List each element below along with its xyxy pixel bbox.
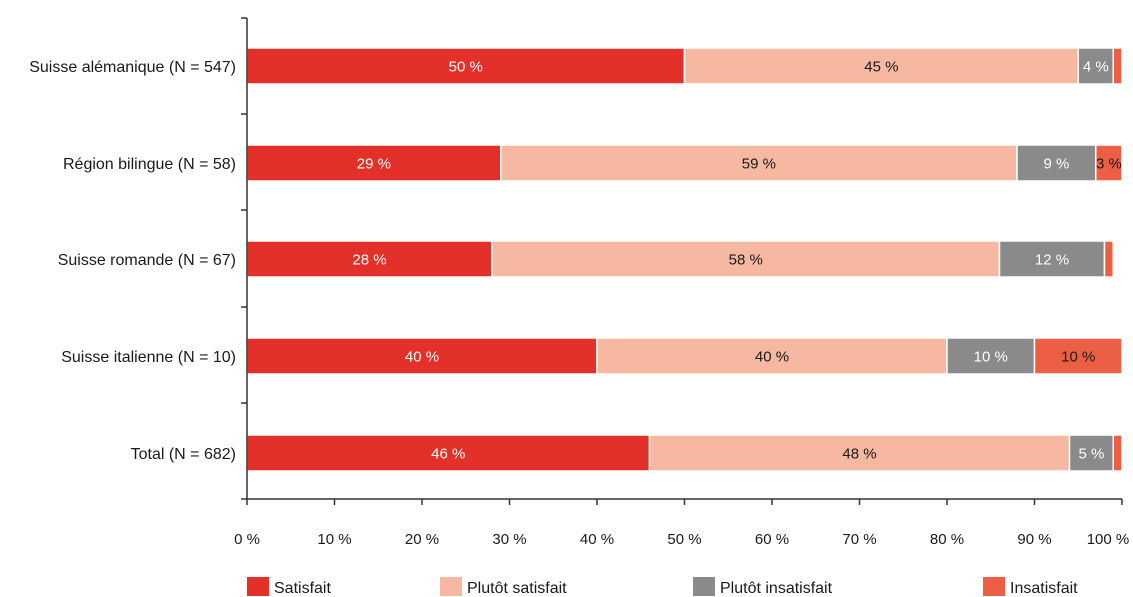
data-label: 45 %: [864, 59, 898, 76]
data-label: 3 %: [1096, 156, 1122, 173]
data-label: 50 %: [449, 59, 483, 76]
category-label: Région bilingue (N = 58): [63, 156, 236, 173]
data-label: 9 %: [1043, 156, 1069, 173]
bar-plutôt-satisfait-0: [683, 47, 1079, 85]
legend-label: Insatisfait: [1010, 580, 1078, 597]
x-tick-label: 100 %: [1087, 531, 1130, 548]
x-tick-label: 10 %: [317, 531, 351, 548]
data-label: 10 %: [974, 349, 1008, 366]
axes-layer: Suisse alémanique (N = 547) Région biling…: [29, 17, 1130, 548]
bar-plutôt-satisfait-1: [500, 144, 1018, 182]
x-tick-label: 20 %: [405, 531, 439, 548]
data-label: 40 %: [405, 349, 439, 366]
bar-insatisfait-2: [1103, 240, 1114, 278]
data-label: 46 %: [431, 446, 465, 463]
legend-label: Plutôt insatisfait: [720, 580, 833, 597]
x-tick-label: 50 %: [667, 531, 701, 548]
bar-insatisfait-0: [1112, 47, 1123, 85]
x-tick-label: 0 %: [234, 531, 260, 548]
bar-satisfait-0: [246, 47, 686, 85]
bar-plutôt-satisfait-3: [596, 337, 948, 375]
data-label: 59 %: [742, 156, 776, 173]
bar-insatisfait-3: [1033, 337, 1123, 375]
data-label: 28 %: [352, 252, 386, 269]
category-label: Suisse romande (N = 67): [58, 252, 236, 269]
category-label: Total (N = 682): [131, 446, 236, 463]
data-label: 5 %: [1078, 446, 1104, 463]
data-label: 40 %: [755, 349, 789, 366]
x-tick-label: 30 %: [492, 531, 526, 548]
bar-insatisfait-4: [1112, 434, 1123, 472]
legend-label: Satisfait: [274, 580, 331, 597]
category-label: Suisse italienne (N = 10): [61, 349, 236, 366]
x-tick-label: 40 %: [580, 531, 614, 548]
bar-plutôt-satisfait-4: [648, 434, 1071, 472]
legend-label: Plutôt satisfait: [467, 580, 567, 597]
legend-swatch: [440, 577, 462, 596]
bar-plutôt-insatisfait-3: [946, 337, 1036, 375]
x-tick-label: 60 %: [755, 531, 789, 548]
x-tick-label: 70 %: [842, 531, 876, 548]
data-label: 12 %: [1035, 252, 1069, 269]
bar-plutôt-insatisfait-4: [1068, 434, 1114, 472]
bar-plutôt-satisfait-2: [491, 240, 1001, 278]
data-label: 58 %: [729, 252, 763, 269]
data-label: 29 %: [357, 156, 391, 173]
x-tick-label: 80 %: [930, 531, 964, 548]
category-label: Suisse alémanique (N = 547): [29, 59, 236, 76]
data-label: 4 %: [1083, 59, 1109, 76]
bar-insatisfait-1: [1095, 144, 1123, 182]
data-label: 10 %: [1061, 349, 1095, 366]
bar-plutôt-insatisfait-0: [1077, 47, 1114, 85]
data-label: 48 %: [842, 446, 876, 463]
legend-swatch: [693, 577, 715, 596]
bars-layer: 50 % 45 % 4 % 29 % 59 % 9 % 3 % 28 % 58 % 12 % 40 …: [246, 47, 1123, 472]
bar-plutôt-insatisfait-2: [998, 240, 1106, 278]
legend: Satisfait Plutôt satisfait Plutôt insatisf…: [247, 577, 1078, 597]
legend-swatch: [247, 577, 269, 596]
bar-plutôt-insatisfait-1: [1016, 144, 1097, 182]
x-tick-label: 90 %: [1017, 531, 1051, 548]
legend-swatch: [983, 577, 1005, 596]
